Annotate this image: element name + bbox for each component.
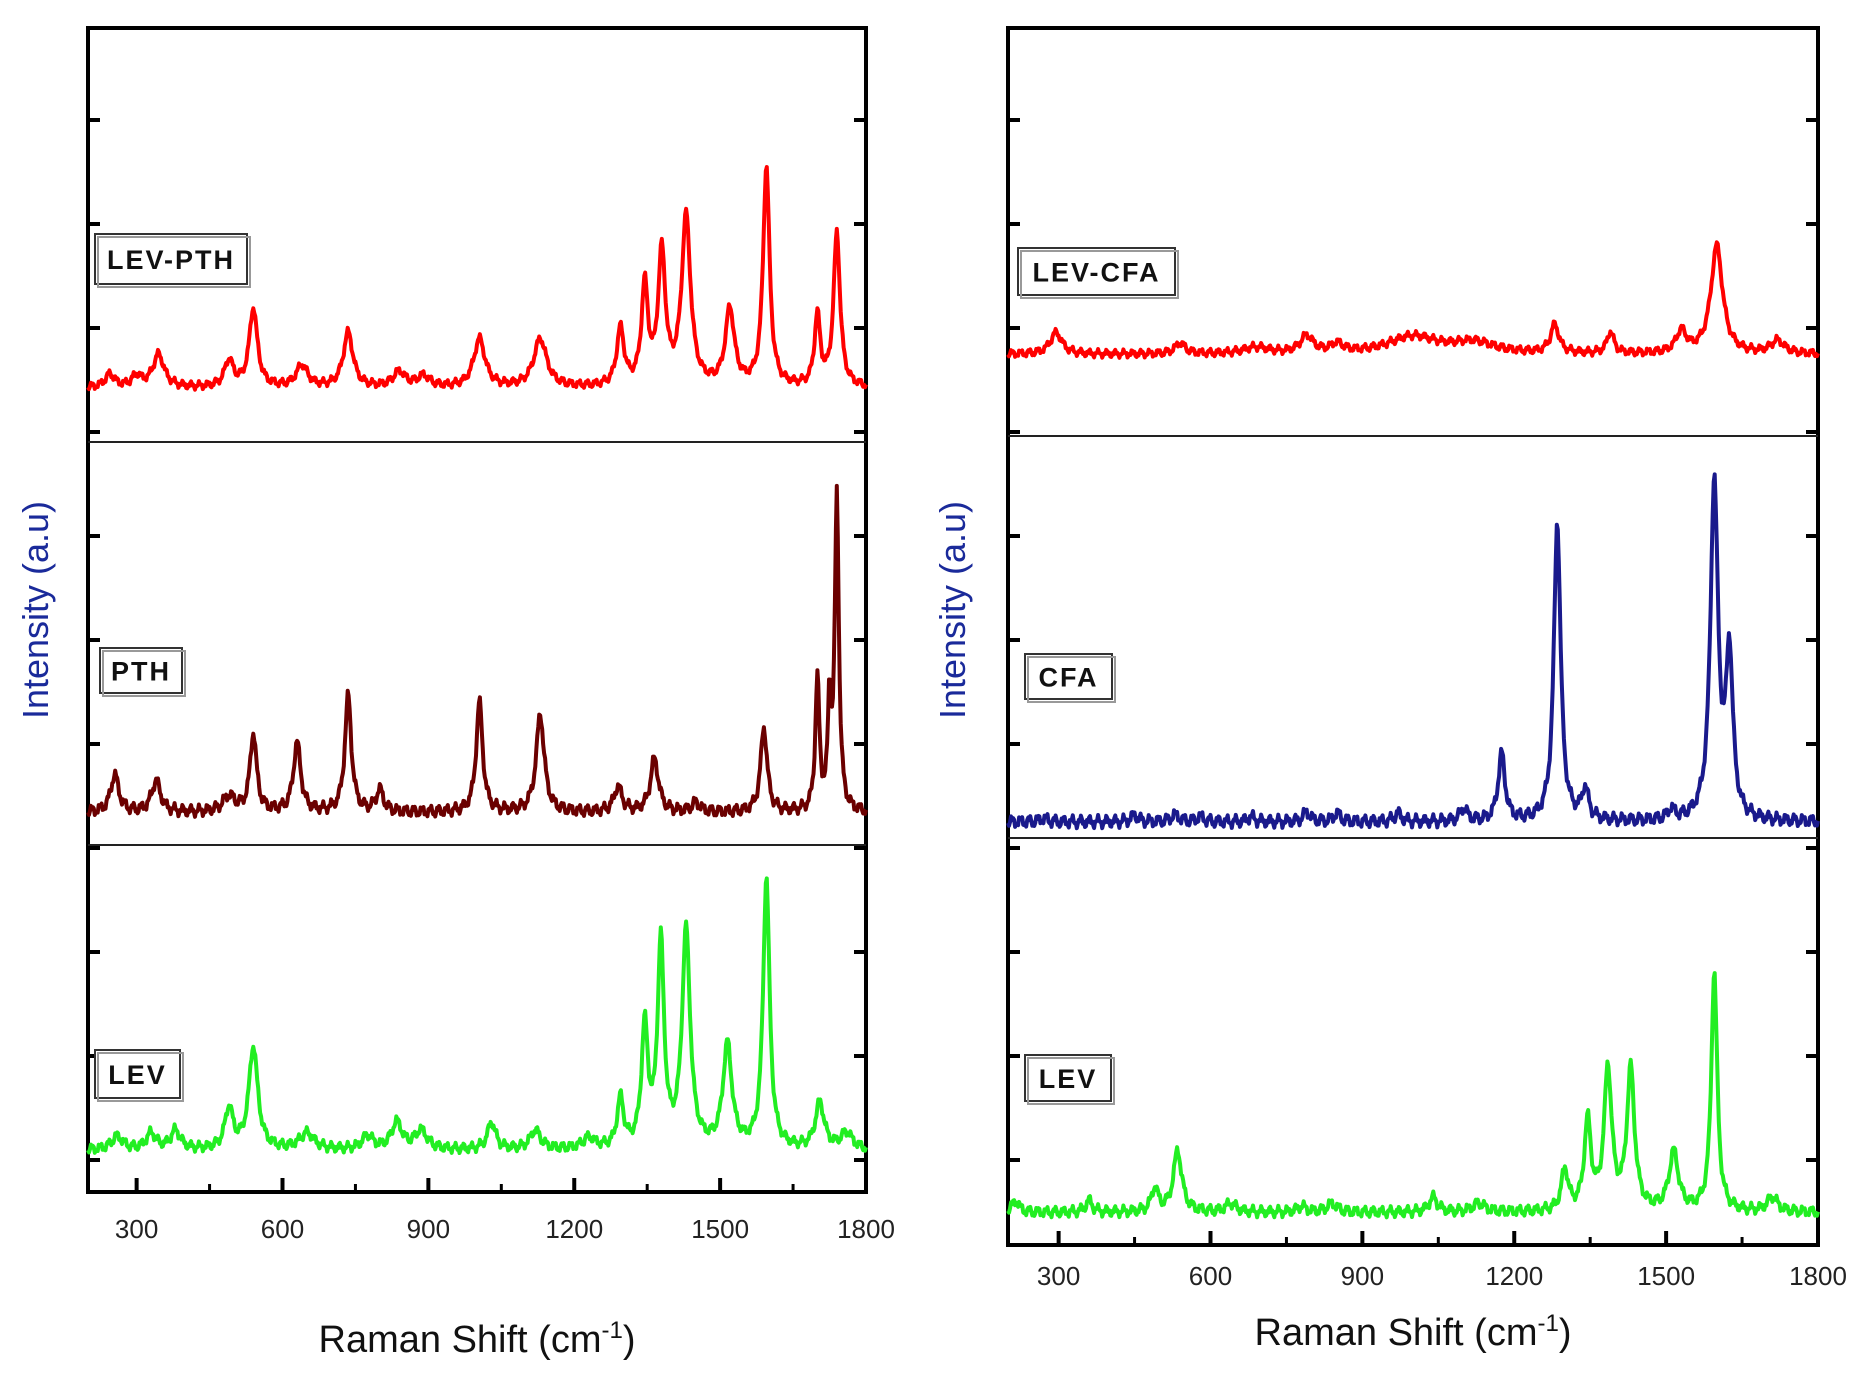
series-line-lev-pth xyxy=(86,165,868,392)
series-label-box xyxy=(99,647,183,694)
series-line-cfa xyxy=(1006,472,1820,831)
x-tick-label: 300 xyxy=(1037,1261,1080,1291)
series-label-box xyxy=(1024,653,1113,700)
x-tick-label: 600 xyxy=(1189,1261,1232,1291)
x-tick-label: 300 xyxy=(115,1214,158,1244)
x-tick-label: 1800 xyxy=(837,1214,895,1244)
plot-frame xyxy=(86,26,868,1194)
x-tick-label: 1800 xyxy=(1789,1261,1847,1291)
series-label-box xyxy=(1017,247,1176,296)
series-label-text: PTH xyxy=(111,657,171,687)
series-label-text: LEV-CFA xyxy=(1032,258,1160,288)
x-axis-title: Raman Shift (cm-1) xyxy=(1255,1310,1572,1354)
x-tick-label: 900 xyxy=(1341,1261,1384,1291)
series-line-lev xyxy=(1006,971,1820,1220)
x-tick-label: 1500 xyxy=(691,1214,749,1244)
series-label-box xyxy=(94,1049,181,1099)
x-tick-label: 600 xyxy=(261,1214,304,1244)
left-panel: 300 600 900 1200 1500 1800 LEV-PTH PTH LEV Intens… xyxy=(15,26,895,1361)
series-label-shadow xyxy=(1020,250,1179,299)
y-axis-title: Intensity (a.u) xyxy=(932,501,973,719)
series-label-text: LEV-PTH xyxy=(107,245,235,275)
series-line-pth xyxy=(86,483,868,819)
series-line-lev-cfa xyxy=(1006,240,1820,360)
x-tick-label: 1200 xyxy=(545,1214,603,1244)
series-label-shadow xyxy=(102,650,186,697)
series-label-shadow xyxy=(97,236,251,288)
y-axis-title: Intensity (a.u) xyxy=(15,501,56,719)
series-label-text: LEV xyxy=(108,1060,167,1090)
x-axis-title: Raman Shift (cm-1) xyxy=(319,1317,636,1361)
x-tick-label: 900 xyxy=(407,1214,450,1244)
right-panel: 300 600 900 1200 1500 1800 LEV-CFA CFA LEV Intens… xyxy=(932,26,1847,1354)
series-label-shadow xyxy=(1027,1057,1115,1105)
series-label-shadow xyxy=(97,1052,184,1102)
series-label-shadow xyxy=(1027,656,1116,703)
x-tick-label: 1200 xyxy=(1485,1261,1543,1291)
series-label-box xyxy=(94,233,248,285)
series-label-box xyxy=(1024,1054,1112,1102)
series-label-text: LEV xyxy=(1039,1064,1098,1094)
series-line-lev xyxy=(86,876,868,1155)
series-label-text: CFA xyxy=(1039,663,1099,693)
plot-frame xyxy=(1006,26,1820,1247)
x-tick-label: 1500 xyxy=(1637,1261,1695,1291)
